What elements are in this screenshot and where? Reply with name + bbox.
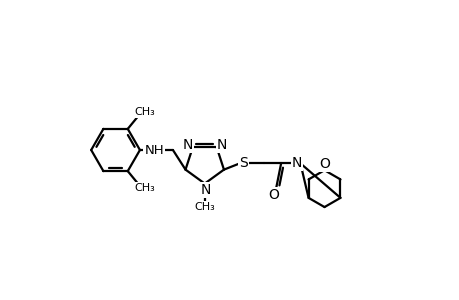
Text: O: O — [319, 157, 330, 171]
Text: N: N — [216, 138, 227, 152]
Text: N: N — [291, 156, 302, 170]
Text: O: O — [268, 188, 279, 202]
Text: CH₃: CH₃ — [194, 202, 215, 212]
Text: NH: NH — [144, 143, 164, 157]
Text: CH₃: CH₃ — [134, 183, 154, 193]
Text: N: N — [200, 183, 210, 197]
Text: N: N — [182, 138, 192, 152]
Text: CH₃: CH₃ — [134, 107, 154, 117]
Text: S: S — [239, 156, 247, 170]
